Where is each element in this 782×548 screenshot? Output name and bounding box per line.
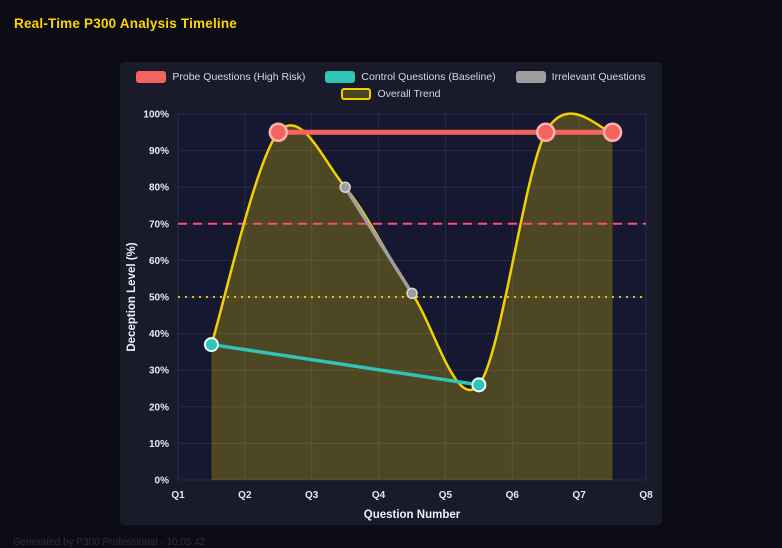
y-tick-label: 60%: [149, 256, 169, 267]
y-tick-label: 100%: [143, 110, 169, 121]
control-legend-swatch: [325, 71, 356, 83]
data-point[interactable]: [406, 287, 418, 300]
y-tick-label: 10%: [149, 439, 169, 450]
legend-row-1: Probe Questions (High Risk) Control Ques…: [136, 71, 646, 83]
y-axis-label: Deception Level (%): [126, 242, 138, 351]
y-tick-label: 40%: [149, 329, 169, 340]
x-tick-label: Q5: [439, 490, 453, 501]
data-point[interactable]: [203, 337, 219, 353]
timeline-chart: Q1 Q2 Q3 Q4 Q5 Q6 Q7 Q8 0% 10% 20% 30% 40% 50% 60% 70% 8…: [126, 110, 653, 522]
irrelevant-legend-swatch: [515, 71, 546, 83]
chart-panel: Probe Questions (High Risk) Control Ques…: [120, 62, 662, 525]
x-tick-label: Q2: [238, 490, 252, 501]
legend-label: Overall Trend: [377, 88, 441, 100]
footer-text: Generated by P300 Professional - 10:05:4…: [13, 537, 206, 548]
x-tick-label: Q4: [372, 490, 386, 501]
probe-legend-swatch: [136, 71, 167, 83]
y-tick-label: 70%: [149, 219, 169, 230]
legend-item-control[interactable]: Control Questions (Baseline): [325, 71, 496, 83]
legend-row-2: Overall Trend: [341, 88, 441, 100]
y-tick-label: 80%: [149, 183, 169, 194]
y-tick-label: 30%: [149, 366, 169, 377]
y-tick-label: 20%: [149, 402, 169, 413]
x-tick-label: Q6: [506, 490, 520, 501]
legend-item-probe[interactable]: Probe Questions (High Risk): [136, 71, 305, 83]
x-tick-label: Q1: [171, 490, 185, 501]
x-axis-label: Question Number: [364, 509, 461, 521]
y-tick-label: 50%: [149, 293, 169, 304]
legend-label: Control Questions (Baseline): [361, 71, 496, 83]
x-tick-label: Q8: [639, 490, 653, 501]
y-tick-label: 0%: [155, 476, 170, 487]
legend-item-irrelevant[interactable]: Irrelevant Questions: [515, 71, 646, 83]
legend-label: Probe Questions (High Risk): [172, 71, 306, 83]
data-point[interactable]: [535, 122, 556, 143]
chart-legend: Probe Questions (High Risk) Control Ques…: [120, 62, 662, 107]
trend-legend-swatch: [341, 88, 372, 100]
y-tick-label: 90%: [149, 146, 169, 157]
data-point[interactable]: [268, 122, 289, 143]
page-title: Real-Time P300 Analysis Timeline: [14, 16, 238, 31]
legend-label: Irrelevant Questions: [551, 71, 646, 83]
x-tick-label: Q3: [305, 490, 319, 501]
data-point[interactable]: [602, 122, 623, 143]
data-point[interactable]: [339, 181, 351, 193]
legend-item-trend[interactable]: Overall Trend: [341, 88, 441, 100]
data-point[interactable]: [471, 377, 487, 393]
x-tick-label: Q7: [572, 490, 586, 501]
